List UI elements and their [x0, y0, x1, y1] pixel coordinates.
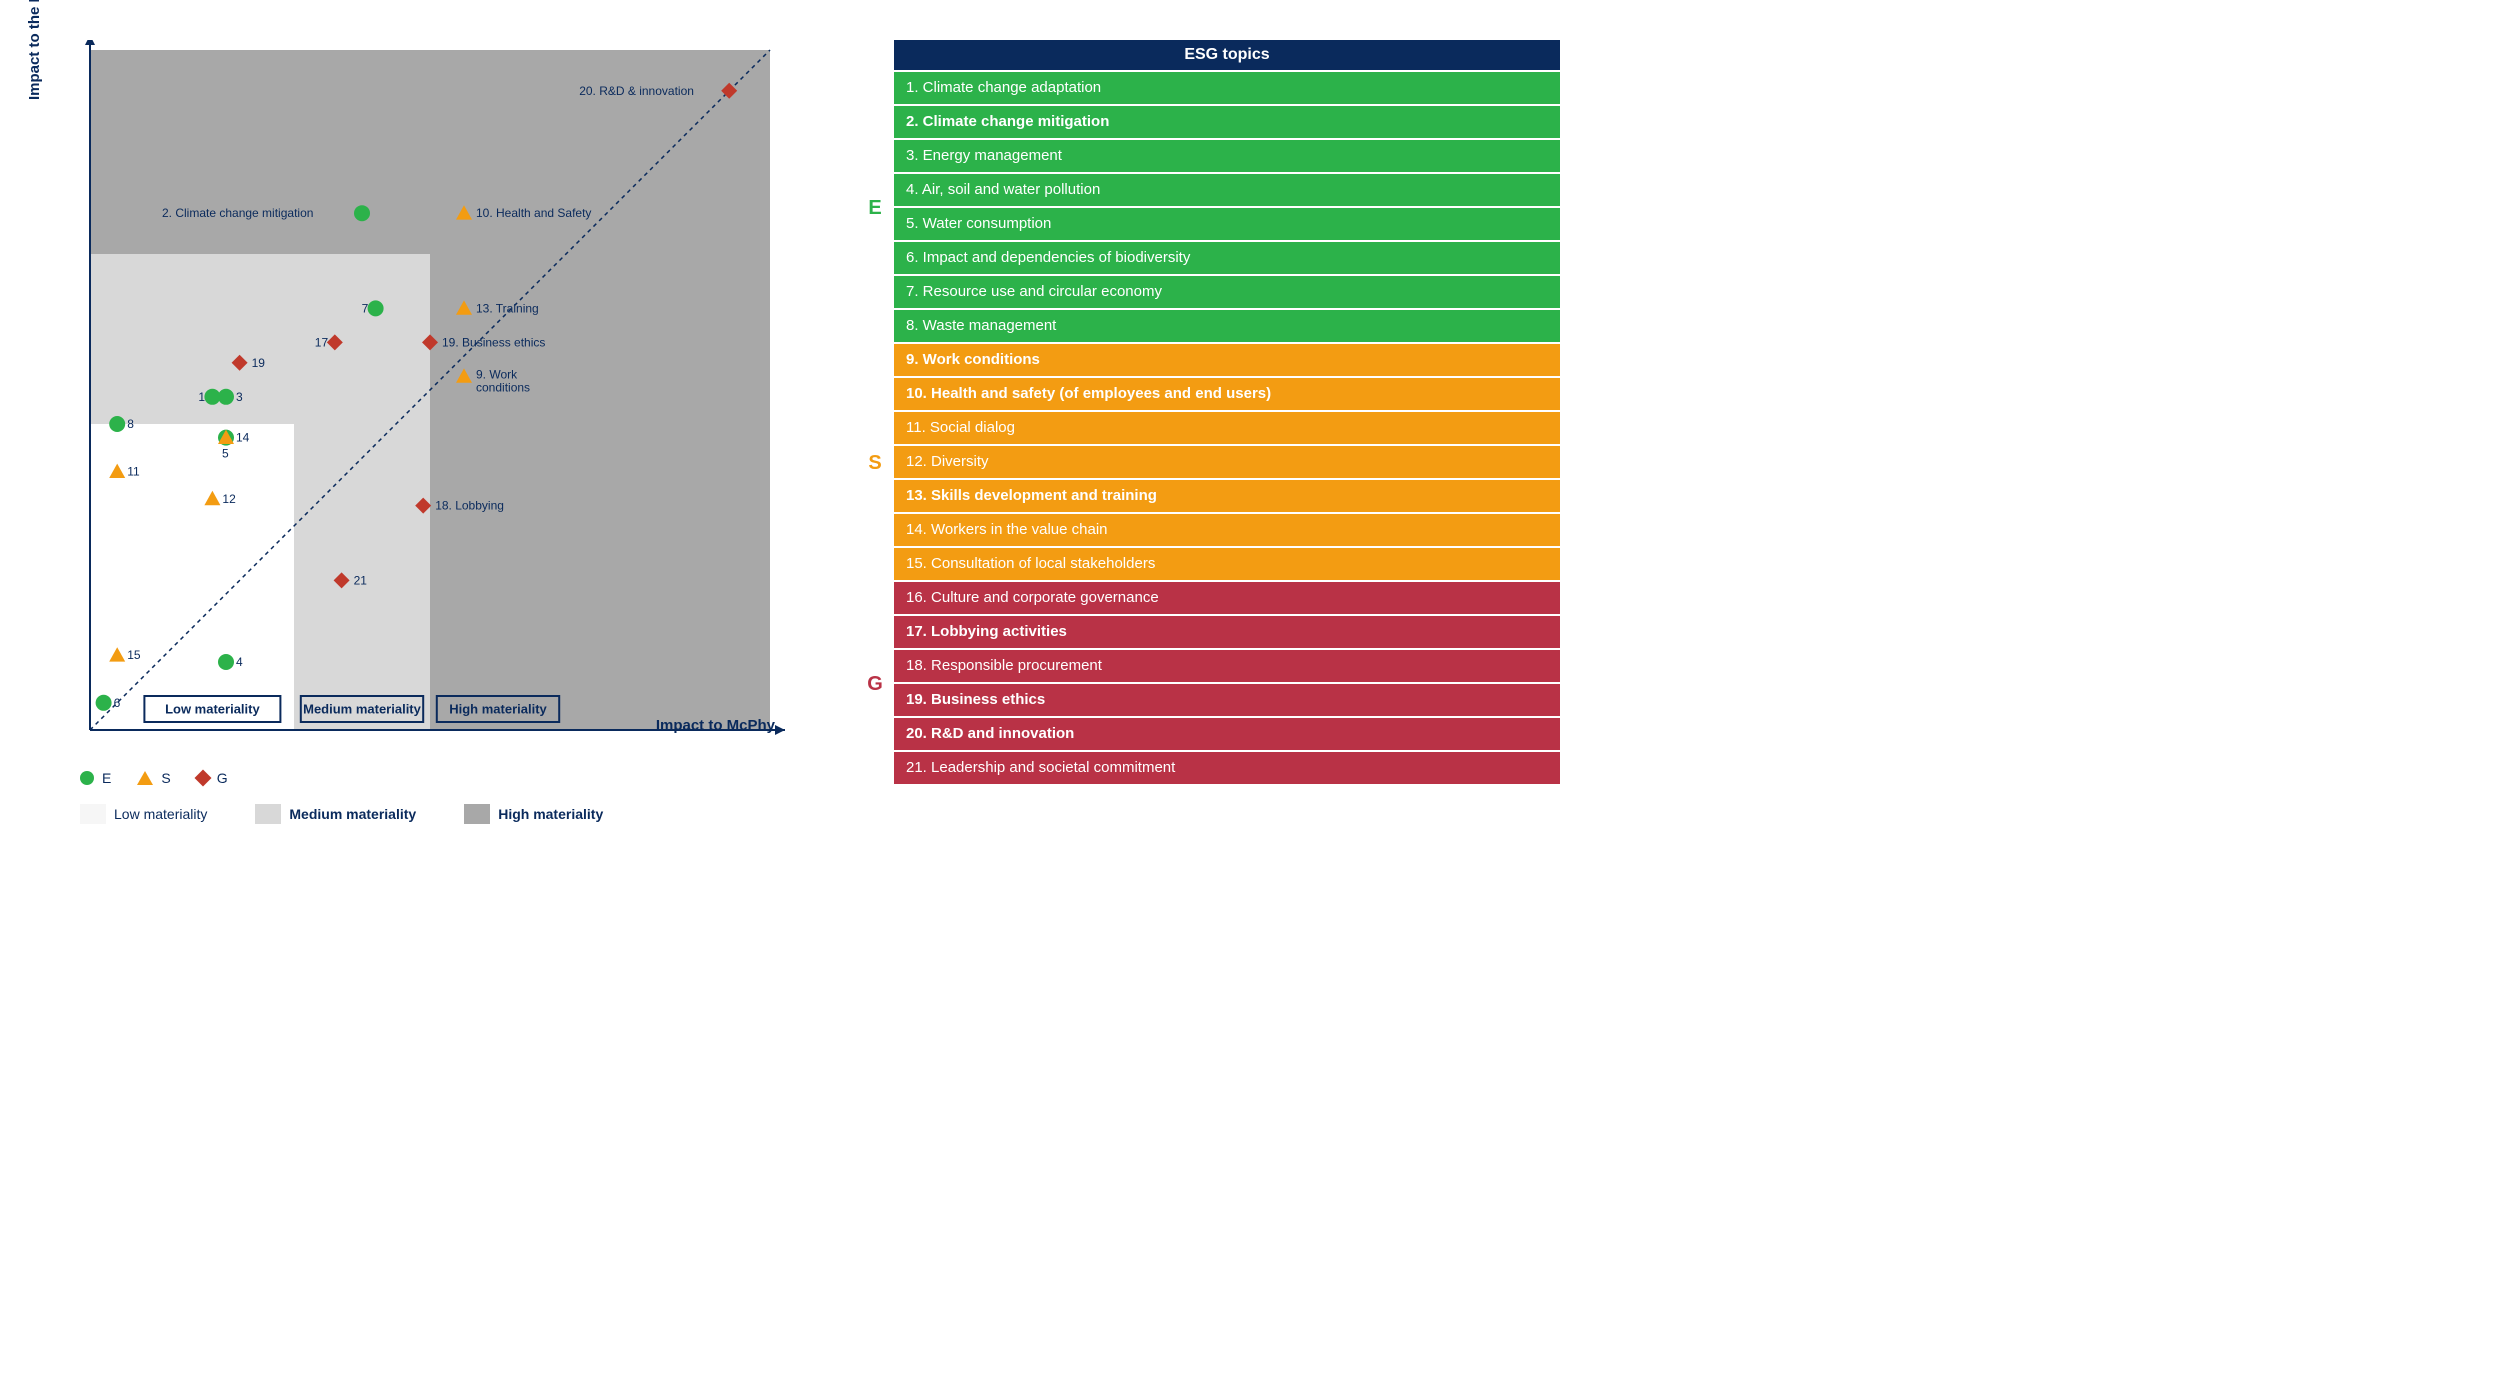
point-label: 8 — [127, 417, 134, 431]
esg-topics-table: ESG ESG topics 1. Climate change adaptat… — [860, 40, 1560, 786]
point-label: 9. Work — [476, 367, 518, 381]
point-label: 5 — [222, 447, 229, 461]
table-row: 13. Skills development and training — [894, 480, 1560, 512]
table-row: 15. Consultation of local stakeholders — [894, 548, 1560, 580]
legend-item-materiality: High materiality — [464, 804, 603, 824]
point-label: 11 — [127, 465, 140, 479]
y-axis-label: Impact to the Planet — [26, 0, 43, 100]
legend-esg: ESG — [80, 770, 800, 786]
x-axis-label: Impact to McPhy — [656, 717, 775, 734]
point-label: 10. Health and Safety — [476, 206, 591, 220]
point-label: conditions — [476, 380, 530, 394]
table-row: 11. Social dialog — [894, 412, 1560, 444]
table-row: 3. Energy management — [894, 140, 1560, 172]
point-label: 19 — [252, 356, 266, 370]
table-row: 6. Impact and dependencies of biodiversi… — [894, 242, 1560, 274]
point-label: 1 — [198, 390, 205, 404]
point-label: 21 — [354, 573, 368, 587]
svg-text:High materiality: High materiality — [449, 701, 547, 716]
point-label: 12 — [222, 492, 236, 506]
legend-item-g: G — [197, 770, 228, 786]
table-row: 19. Business ethics — [894, 684, 1560, 716]
legend-item-s: S — [137, 770, 170, 786]
table-row: 21. Leadership and societal commitment — [894, 752, 1560, 784]
legend-label: High materiality — [498, 806, 603, 822]
table-row: 1. Climate change adaptation — [894, 72, 1560, 104]
point-label: 2. Climate change mitigation — [162, 206, 313, 220]
triangle-icon — [137, 771, 153, 785]
table-row: 12. Diversity — [894, 446, 1560, 478]
pillar-label-s: S — [860, 344, 890, 582]
legend-label: E — [102, 770, 111, 786]
table-row: 20. R&D and innovation — [894, 718, 1560, 750]
point-label: 19. Business ethics — [442, 335, 545, 349]
table-row: 17. Lobbying activities — [894, 616, 1560, 648]
svg-text:Low materiality: Low materiality — [165, 701, 260, 716]
swatch-icon — [464, 804, 490, 824]
table-row: 5. Water consumption — [894, 208, 1560, 240]
swatch-icon — [255, 804, 281, 824]
table-row: 9. Work conditions — [894, 344, 1560, 376]
svg-text:Medium materiality: Medium materiality — [303, 701, 422, 716]
legend-label: Low materiality — [114, 806, 207, 822]
point-label: 3 — [236, 390, 243, 404]
diamond-icon — [194, 770, 211, 787]
legend-label: Medium materiality — [289, 806, 416, 822]
legend-label: G — [217, 770, 228, 786]
legend-item-materiality: Low materiality — [80, 804, 207, 824]
pillar-label-g: G — [860, 582, 890, 786]
table-header: ESG topics — [894, 40, 1560, 70]
point-label: 7 — [362, 301, 369, 315]
table-row: 7. Resource use and circular economy — [894, 276, 1560, 308]
point-label: 4 — [236, 655, 243, 669]
point-label: 18. Lobbying — [435, 499, 504, 513]
point-label: 15 — [127, 648, 141, 662]
swatch-icon — [80, 804, 106, 824]
point-label: 17 — [315, 335, 329, 349]
table-row: 4. Air, soil and water pollution — [894, 174, 1560, 206]
legend-item-e: E — [80, 770, 111, 786]
point-label: 13. Training — [476, 301, 539, 315]
materiality-chart: Impact to the Planet Low materialityMedi… — [40, 40, 800, 824]
point-label: 6 — [114, 696, 121, 710]
table-row: 2. Climate change mitigation — [894, 106, 1560, 138]
point-label: 14 — [236, 431, 250, 445]
table-row: 18. Responsible procurement — [894, 650, 1560, 682]
table-row: 10. Health and safety (of employees and … — [894, 378, 1560, 410]
pillar-label-e: E — [860, 72, 890, 344]
table-row: 16. Culture and corporate governance — [894, 582, 1560, 614]
table-row: 14. Workers in the value chain — [894, 514, 1560, 546]
legend-item-materiality: Medium materiality — [255, 804, 416, 824]
point-label: 20. R&D & innovation — [579, 84, 694, 98]
legend-label: S — [161, 770, 170, 786]
table-row: 8. Waste management — [894, 310, 1560, 342]
circle-icon — [80, 771, 94, 785]
legend-materiality: Low materiality Medium materiality High ma… — [80, 804, 800, 824]
